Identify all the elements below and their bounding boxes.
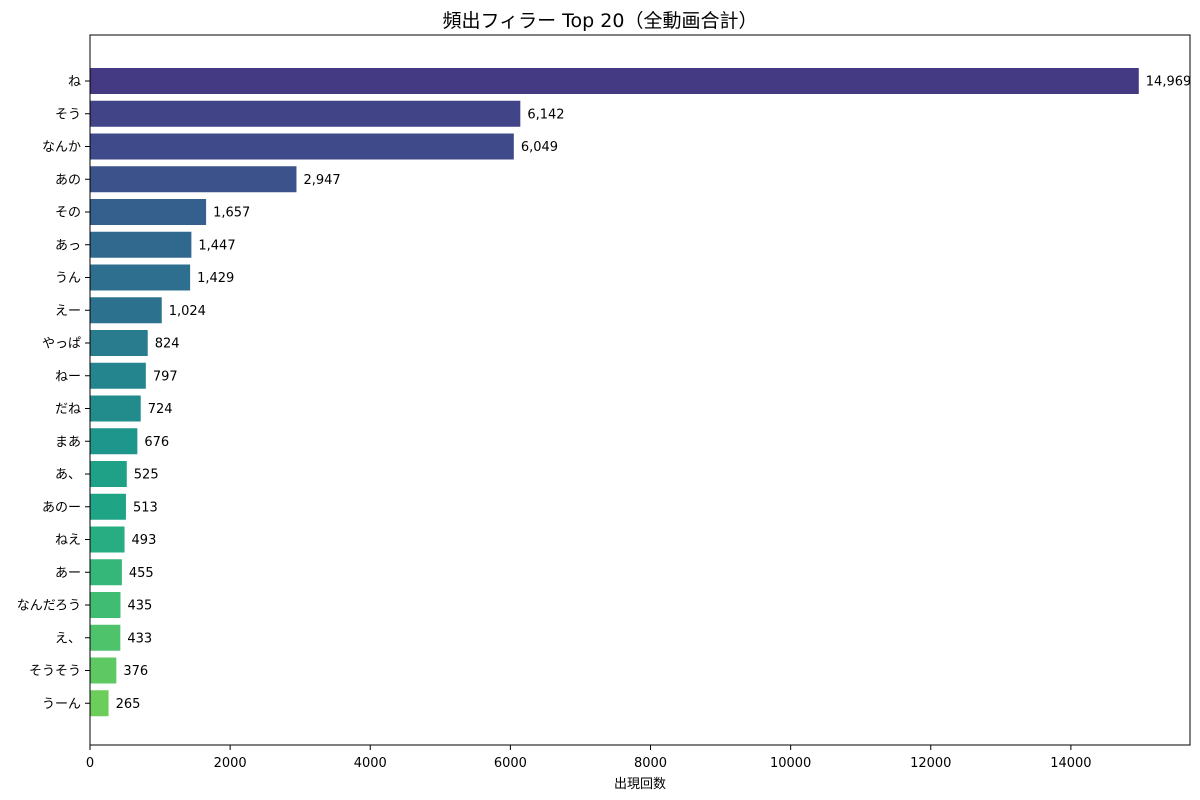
chart-title: 頻出フィラー Top 20（全動画合計）	[442, 10, 758, 32]
bar	[90, 362, 146, 389]
bar-value-label: 2,947	[303, 173, 340, 188]
bar-value-label: 455	[129, 566, 154, 581]
x-tick-label: 0	[86, 756, 94, 771]
x-tick-label: 14000	[1050, 756, 1091, 771]
y-tick-label: あっ	[55, 238, 81, 253]
y-tick-label: あのー	[42, 500, 81, 515]
bar	[90, 100, 521, 127]
bar	[90, 330, 148, 356]
plot-frame	[89, 34, 1191, 746]
bar-value-label: 724	[148, 402, 173, 417]
bars-layer: 14,969 6,142 6,049 2,947 1,657 1,447 1,429 1,02…	[90, 68, 1192, 717]
y-axis: ねそうなんかあのそのあっうんえーやっぱねーだねまああ、あのーねえあーなんだろうえ…	[17, 75, 90, 712]
bar-value-label: 513	[133, 500, 158, 515]
y-tick-label: あー	[55, 566, 81, 581]
bar	[90, 493, 126, 520]
bar-value-label: 433	[127, 631, 152, 646]
bar-value-label: 676	[144, 435, 169, 450]
bar	[90, 559, 122, 586]
bar-value-label: 14,969	[1146, 75, 1192, 90]
bar	[90, 690, 109, 717]
bar-value-label: 6,142	[527, 107, 564, 122]
bar	[90, 231, 192, 258]
y-tick-label: まあ	[55, 435, 81, 450]
bar	[90, 526, 125, 553]
bar-value-label: 265	[116, 697, 141, 712]
bar	[90, 592, 121, 618]
y-tick-label: ねえ	[55, 533, 81, 548]
y-tick-label: え、	[55, 631, 81, 646]
bar-value-label: 525	[134, 468, 159, 483]
bar	[90, 395, 141, 422]
y-tick-label: ねー	[55, 369, 81, 384]
y-tick-label: なんか	[42, 140, 81, 155]
bar	[90, 264, 191, 291]
y-tick-label: うーん	[42, 697, 81, 712]
y-tick-label: その	[55, 206, 81, 221]
bar-value-label: 6,049	[521, 140, 558, 155]
y-tick-label: あの	[55, 173, 81, 188]
bar	[90, 166, 297, 193]
y-tick-label: そう	[55, 107, 81, 122]
x-axis: 0 2000 4000 6000 8000 10000 12000 14000	[86, 745, 1092, 771]
bar	[90, 297, 162, 324]
bar-value-label: 435	[127, 599, 152, 614]
x-tick-label: 8000	[634, 756, 667, 771]
y-tick-label: そうそう	[29, 664, 81, 679]
y-tick-label: ね	[68, 75, 81, 90]
y-tick-label: うん	[55, 271, 81, 286]
bar-value-label: 493	[132, 533, 157, 548]
y-tick-label: えー	[55, 304, 81, 319]
x-tick-label: 6000	[494, 756, 527, 771]
bar-value-label: 1,429	[197, 271, 234, 286]
bar	[90, 461, 127, 487]
bar-value-label: 797	[153, 369, 178, 384]
x-tick-label: 10000	[770, 756, 811, 771]
bar-value-label: 1,447	[198, 238, 235, 253]
bar-value-label: 1,657	[213, 206, 250, 221]
bar-value-label: 824	[155, 337, 180, 352]
bar	[90, 428, 138, 455]
x-tick-label: 4000	[354, 756, 387, 771]
y-tick-label: やっぱ	[42, 337, 81, 352]
bar	[90, 133, 514, 160]
y-tick-label: なんだろう	[17, 599, 81, 614]
bar	[90, 624, 121, 651]
bar-value-label: 1,024	[169, 304, 206, 319]
x-axis-label: 出現回数	[614, 777, 666, 792]
bar	[90, 657, 117, 684]
bar-value-label: 376	[123, 664, 148, 679]
y-tick-label: だね	[55, 402, 81, 417]
y-tick-label: あ、	[55, 468, 81, 483]
bar	[90, 199, 207, 225]
bar	[90, 68, 1139, 94]
x-tick-label: 2000	[214, 756, 247, 771]
x-tick-label: 12000	[910, 756, 951, 771]
